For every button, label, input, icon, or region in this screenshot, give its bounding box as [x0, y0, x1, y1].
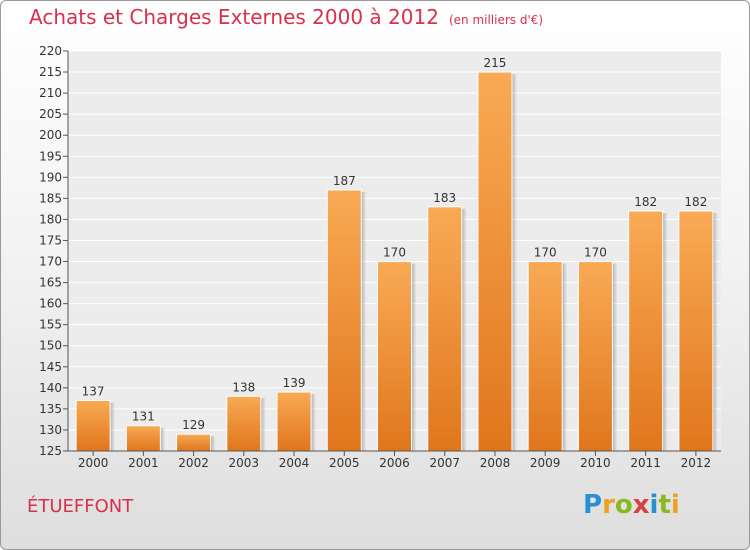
bar-value-label: 170 — [584, 246, 607, 260]
bars-group: 137 131 129 138 139 187 170 183 215 170 170 182 182 — [75, 56, 718, 452]
y-tick-label: 215 — [39, 65, 62, 79]
x-tick-label: 2010 — [580, 456, 611, 470]
bar-value-label: 182 — [684, 195, 707, 209]
bar — [527, 261, 563, 452]
bar-shadow — [562, 263, 568, 451]
x-tick-label: 2008 — [480, 456, 511, 470]
y-tick-label: 200 — [39, 128, 62, 142]
bar — [628, 210, 664, 452]
y-tick-label: 135 — [39, 402, 62, 416]
logo-letter: x — [632, 490, 650, 520]
bar-shadow — [511, 74, 517, 451]
y-tick-label: 190 — [39, 170, 62, 184]
bar-value-label: 139 — [283, 376, 306, 390]
bar-shadow — [160, 427, 166, 451]
axes: 125 130 135 140 145 150 155 160 165 170 175 180 185 1… — [39, 44, 721, 470]
bar-shadow — [411, 263, 417, 451]
x-tick-label: 2012 — [681, 456, 712, 470]
y-tick-label: 220 — [39, 44, 62, 58]
y-tick-label: 210 — [39, 86, 62, 100]
x-tick-label: 2003 — [229, 456, 260, 470]
bar-value-label: 170 — [383, 246, 406, 260]
bar — [125, 425, 161, 452]
logo-letter: i — [670, 490, 680, 520]
logo-letter: o — [614, 490, 633, 520]
bar — [75, 399, 111, 452]
bar — [176, 433, 212, 452]
bar-value-label: 131 — [132, 410, 155, 424]
logo-letter: P — [583, 490, 603, 520]
bar-shadow — [260, 398, 266, 451]
bar — [276, 391, 312, 452]
bar-shadow — [461, 208, 467, 451]
y-tick-label: 195 — [39, 149, 62, 163]
bar-value-label: 182 — [634, 195, 657, 209]
y-tick-label: 185 — [39, 191, 62, 205]
x-tick-label: 2005 — [329, 456, 360, 470]
bar-shadow — [110, 402, 116, 451]
y-tick-label: 125 — [39, 444, 62, 458]
x-tick-label: 2004 — [279, 456, 310, 470]
x-tick-label: 2002 — [178, 456, 209, 470]
y-tick-label: 150 — [39, 339, 62, 353]
bar — [477, 71, 513, 452]
title-row: Achats et Charges Externes 2000 à 2012 (e… — [29, 5, 543, 29]
y-tick-label: 180 — [39, 212, 62, 226]
bar — [427, 206, 463, 452]
x-tick-label: 2000 — [78, 456, 109, 470]
bar-shadow — [712, 213, 718, 451]
y-tick-label: 130 — [39, 423, 62, 437]
bar-value-label: 137 — [82, 384, 105, 398]
proxiti-logo[interactable]: Proxiti — [583, 490, 680, 520]
y-tick-label: 205 — [39, 107, 62, 121]
bar-value-label: 129 — [182, 418, 205, 432]
bar-value-label: 170 — [534, 246, 557, 260]
bar — [326, 189, 362, 452]
x-tick-label: 2001 — [128, 456, 159, 470]
logo-letter: i — [649, 490, 659, 520]
y-tick-label: 155 — [39, 318, 62, 332]
bar-shadow — [210, 436, 216, 451]
bar-shadow — [662, 213, 668, 451]
place-name: ÉTUEFFONT — [27, 496, 134, 517]
y-tick-label: 145 — [39, 360, 62, 374]
chart-subtitle: (en milliers d'€) — [448, 13, 544, 27]
bar-value-label: 215 — [484, 56, 507, 70]
bar-value-label: 138 — [232, 380, 255, 394]
y-tick-label: 170 — [39, 255, 62, 269]
bar-shadow — [311, 394, 317, 451]
x-tick-label: 2006 — [379, 456, 410, 470]
y-tick-label: 165 — [39, 276, 62, 290]
bar — [377, 261, 412, 452]
logo-letter: r — [602, 490, 615, 520]
y-tick-label: 160 — [39, 297, 62, 311]
bar-value-label: 183 — [433, 191, 456, 205]
y-tick-label: 175 — [39, 233, 62, 247]
y-tick-label: 140 — [39, 381, 62, 395]
bar-shadow — [361, 191, 367, 451]
bar-shadow — [612, 263, 618, 451]
bar-value-label: 187 — [333, 174, 356, 188]
x-tick-label: 2007 — [429, 456, 460, 470]
x-tick-label: 2009 — [530, 456, 561, 470]
x-tick-label: 2011 — [630, 456, 661, 470]
bar — [577, 261, 613, 452]
bar — [226, 395, 262, 452]
logo-letter: t — [658, 490, 671, 520]
bar — [678, 210, 714, 452]
chart-title: Achats et Charges Externes 2000 à 2012 — [29, 5, 439, 29]
